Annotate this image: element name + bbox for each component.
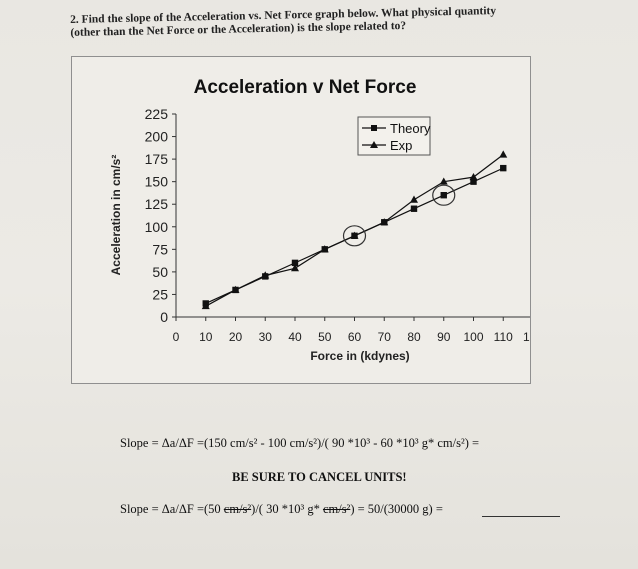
exp-point: [201, 301, 210, 310]
annotation-circle: [432, 184, 456, 206]
exp-point: [350, 231, 359, 239]
cancel-units-note: BE SURE TO CANCEL UNITS!: [232, 470, 407, 484]
slope-formula-2: Slope = Δa/ΔF =(50 cm/s²)/( 30 *10³ g* c…: [120, 502, 443, 517]
exp-point: [231, 285, 240, 293]
chart-title: Acceleration v Net Force: [194, 77, 417, 98]
exp-point: [410, 195, 418, 203]
slope2-suffix: ) = 50/(30000 g) =: [350, 502, 443, 516]
exp-point: [469, 172, 478, 181]
theory-point: [500, 164, 507, 172]
x-tick-label: 120: [523, 330, 530, 344]
y-tick-label: 175: [145, 151, 169, 167]
slope2-struck-units-1: cm/s²: [223, 502, 252, 516]
slope2-struck-units-2: cm/s²: [322, 502, 351, 516]
x-tick-label: 30: [259, 330, 273, 344]
answer-blank-line[interactable]: [482, 516, 560, 517]
x-tick-label: 40: [288, 330, 302, 344]
legend-exp-marker: [370, 141, 378, 148]
y-tick-label: 25: [152, 286, 168, 302]
x-tick-label: 10: [199, 330, 213, 344]
acceleration-force-chart: Acceleration v Net Force0255075100125150…: [109, 77, 530, 363]
x-tick-label: 90: [437, 330, 451, 344]
y-tick-label: 150: [145, 174, 169, 190]
question-text: 2. Find the slope of the Acceleration vs…: [70, 4, 540, 40]
theory-point: [440, 192, 447, 199]
x-tick-label: 60: [348, 330, 362, 344]
legend-theory-marker: [371, 125, 377, 131]
y-tick-label: 225: [145, 106, 169, 122]
exp-point: [291, 264, 299, 272]
y-tick-label: 0: [160, 309, 168, 325]
theory-point: [410, 205, 418, 212]
y-tick-label: 50: [152, 264, 168, 280]
exp-point: [261, 271, 270, 279]
legend-label: Exp: [390, 138, 412, 153]
x-tick-label: 50: [318, 330, 332, 344]
x-axis-label: Force in (kdynes): [310, 349, 409, 363]
y-tick-label: 75: [152, 241, 168, 257]
exp-point: [320, 245, 329, 253]
x-tick-label: 110: [494, 330, 513, 344]
slope2-prefix: Slope = Δa/ΔF =(50: [120, 502, 224, 516]
legend-box: [357, 116, 431, 156]
theory-point: [470, 178, 477, 185]
x-tick-label: 20: [229, 330, 243, 344]
slope2-mid: )/( 30 *10³ g*: [251, 502, 323, 516]
theory-point: [291, 259, 299, 267]
exp-point: [380, 218, 389, 226]
question-number: 2.: [70, 13, 79, 26]
x-tick-label: 70: [378, 330, 392, 344]
y-tick-label: 200: [145, 129, 169, 145]
y-axis-label: Acceleration in cm/s²: [109, 155, 123, 276]
legend-label: Theory: [390, 121, 431, 136]
annotation-circle: [342, 225, 367, 247]
slope-formula-1: Slope = Δa/ΔF =(150 cm/s² - 100 cm/s²)/(…: [120, 436, 480, 450]
x-tick-label: 80: [407, 330, 421, 344]
x-tick-label: 0: [173, 330, 180, 344]
x-tick-label: 100: [463, 330, 483, 344]
chart-frame: Acceleration v Net Force 0 25 50 75 100 125 150…: [71, 56, 531, 384]
exp-point: [439, 177, 448, 185]
y-tick-label: 100: [145, 219, 169, 235]
y-tick-label: 125: [145, 196, 169, 212]
exp-point: [499, 150, 508, 158]
